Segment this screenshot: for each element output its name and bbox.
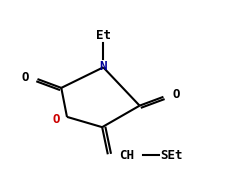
Text: SEt: SEt xyxy=(160,149,183,162)
Text: O: O xyxy=(21,71,29,84)
Text: N: N xyxy=(99,60,107,73)
Text: CH: CH xyxy=(119,149,134,162)
Text: O: O xyxy=(53,113,61,126)
Text: O: O xyxy=(172,88,180,102)
Text: Et: Et xyxy=(96,29,111,42)
